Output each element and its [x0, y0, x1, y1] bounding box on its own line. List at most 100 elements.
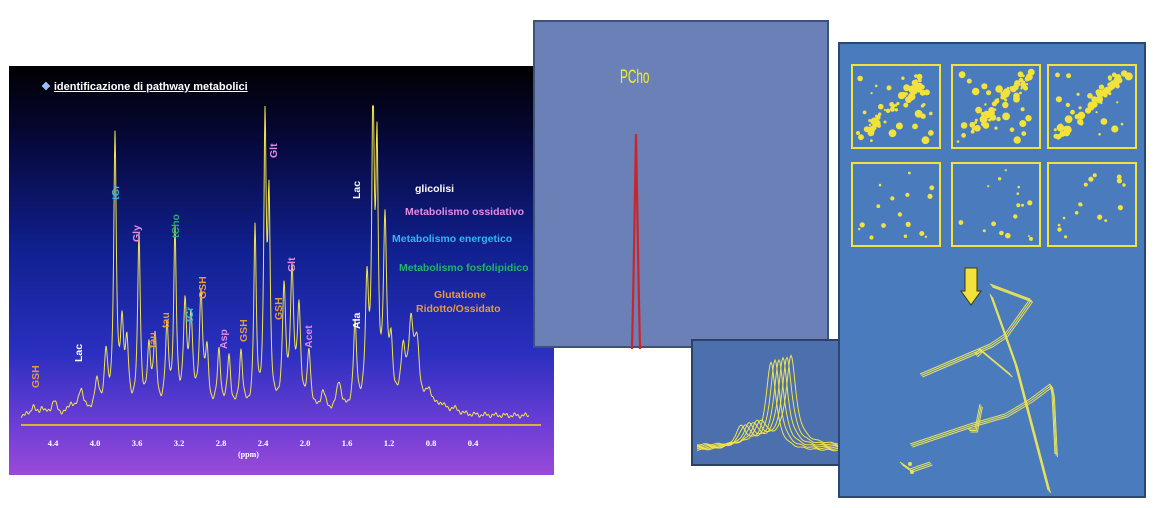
- cross-peak-dot: [1002, 112, 1010, 121]
- cross-peak-dot: [1091, 96, 1098, 103]
- cross-peak-dot: [1074, 114, 1080, 120]
- peak-label-tau: tau: [147, 332, 159, 348]
- cross-peak-dot: [1004, 169, 1007, 172]
- cross-peak-dot: [927, 193, 933, 199]
- cross-peak-dot: [1062, 216, 1066, 220]
- cross-peak-dot: [1104, 219, 1108, 222]
- peak-label-asp: Asp: [218, 329, 230, 349]
- cross-peak-dot: [914, 79, 918, 83]
- cross-peak-dot: [1116, 178, 1122, 184]
- cross-peak-dot: [916, 113, 920, 117]
- legend-metabolismo-fosfolipidico: Metabolismo fosfolipidico: [399, 262, 529, 274]
- cross-peak-dot: [869, 235, 874, 240]
- x-tick: 1.6: [341, 438, 353, 448]
- pcho-peak-plot: [630, 133, 642, 350]
- peak-label-tcr: tCr: [110, 184, 122, 200]
- peak-label-lac: Lac: [351, 180, 363, 199]
- cross-peak-dot: [996, 116, 1001, 122]
- cross-peak-dot: [905, 192, 910, 197]
- spin-network-line: [912, 416, 1008, 448]
- cross-peak-dot: [899, 92, 903, 96]
- cross-peak-dot: [1055, 96, 1062, 103]
- arrow-down-icon: [960, 267, 982, 306]
- cross-peak-dot: [994, 98, 1000, 104]
- bullet-icon: ❖: [41, 81, 51, 93]
- cross-peak-dot: [924, 235, 928, 238]
- spin-network-line: [909, 413, 1006, 445]
- cross-peak-dot: [1108, 92, 1112, 96]
- stacked-peaks-plot: [696, 354, 850, 452]
- slide-title-text: identificazione di pathway metabolici: [53, 81, 248, 93]
- cross-peak-dot: [1095, 89, 1102, 95]
- cross-peak-dot: [1025, 83, 1029, 86]
- cross-peak-dot: [971, 87, 980, 96]
- cross-peak-dot: [1077, 118, 1084, 125]
- cross-peak-dot: [907, 92, 916, 101]
- cross-peak-dot: [975, 106, 982, 114]
- cross-peak-dot: [1018, 77, 1024, 83]
- legend-glicolisi: glicolisi: [415, 183, 455, 195]
- spin-network-line: [1005, 385, 1052, 416]
- cross-peak-dot: [961, 133, 966, 138]
- spin-network-line: [989, 293, 1049, 491]
- cross-peak-dot: [1021, 203, 1024, 207]
- spin-network-line: [977, 351, 1013, 378]
- spin-network-line: [968, 403, 981, 430]
- cross-peak-dot: [894, 103, 898, 107]
- cross-peak-dot: [980, 111, 985, 117]
- cross-peak-dot: [856, 131, 860, 135]
- cross-peak-dot: [921, 136, 930, 145]
- cross-peak-dot: [922, 103, 926, 107]
- x-tick: 0.8: [425, 438, 437, 448]
- stacked-peaks-inset: [691, 339, 851, 466]
- spin-network-line: [919, 333, 1006, 375]
- cross-peak-dot: [1004, 98, 1008, 102]
- cross-peak-dot: [991, 221, 996, 227]
- cross-peak-dot: [1098, 133, 1101, 136]
- cross-peak-dot: [894, 108, 899, 112]
- spin-network-diagram: [899, 283, 1058, 494]
- cross-peak-dot: [886, 85, 892, 91]
- cross-peak-dot: [1059, 123, 1063, 126]
- cross-peak-dot: [995, 85, 1003, 93]
- cross-peak-dot: [982, 229, 986, 233]
- spin-network-dot: [910, 470, 914, 474]
- cross-peak-dot: [1019, 91, 1022, 95]
- cross-peak-dot: [979, 115, 988, 124]
- cross-peak-dot: [983, 110, 989, 116]
- legend-glutatione: Glutatione: [434, 289, 486, 301]
- spectrum-slide: ❖ identificazione di pathway metabolici G…: [9, 66, 554, 475]
- cross-peak-dot: [1002, 101, 1009, 109]
- stacked-peak-trace: [696, 358, 849, 449]
- x-tick: 4.4: [47, 438, 59, 448]
- cross-peak-dot: [1120, 122, 1124, 126]
- cross-peak-dot: [1097, 214, 1103, 220]
- cross-peak-dot: [1057, 227, 1062, 232]
- x-tick: 3.2: [173, 438, 185, 448]
- peak-label-glt: Glt: [286, 257, 298, 272]
- cross-peak-dot: [870, 124, 877, 131]
- cross-peak-dot: [986, 90, 992, 96]
- two-d-spectra-panel: [838, 42, 1146, 498]
- cosy-cross-peaks: [958, 169, 1033, 241]
- spin-network-line: [990, 295, 1050, 492]
- cross-peak-dot: [1027, 200, 1033, 206]
- peak-label-gsh: GSH: [273, 297, 285, 320]
- cross-peak-dot: [1124, 72, 1133, 81]
- spin-network-line: [1004, 383, 1051, 415]
- cross-peak-dot: [915, 82, 924, 91]
- cross-peak-dot: [958, 71, 966, 79]
- cross-peak-dot: [874, 84, 878, 88]
- cross-peak-dot: [905, 221, 911, 227]
- cross-peak-dot: [1103, 93, 1108, 98]
- cross-peak-dot: [1100, 118, 1108, 125]
- legend-metabolismo-energetico: Metabolismo energetico: [392, 233, 513, 245]
- peak-label-glt: Glt: [268, 143, 280, 158]
- cross-peak-dot: [867, 129, 875, 137]
- cross-peak-dot: [1020, 87, 1023, 90]
- cross-peak-dot: [1002, 88, 1011, 96]
- cross-peak-dot: [928, 130, 934, 136]
- cross-peak-dot: [878, 183, 882, 187]
- cross-peak-dot: [903, 84, 910, 92]
- cross-peak-dot: [889, 106, 895, 112]
